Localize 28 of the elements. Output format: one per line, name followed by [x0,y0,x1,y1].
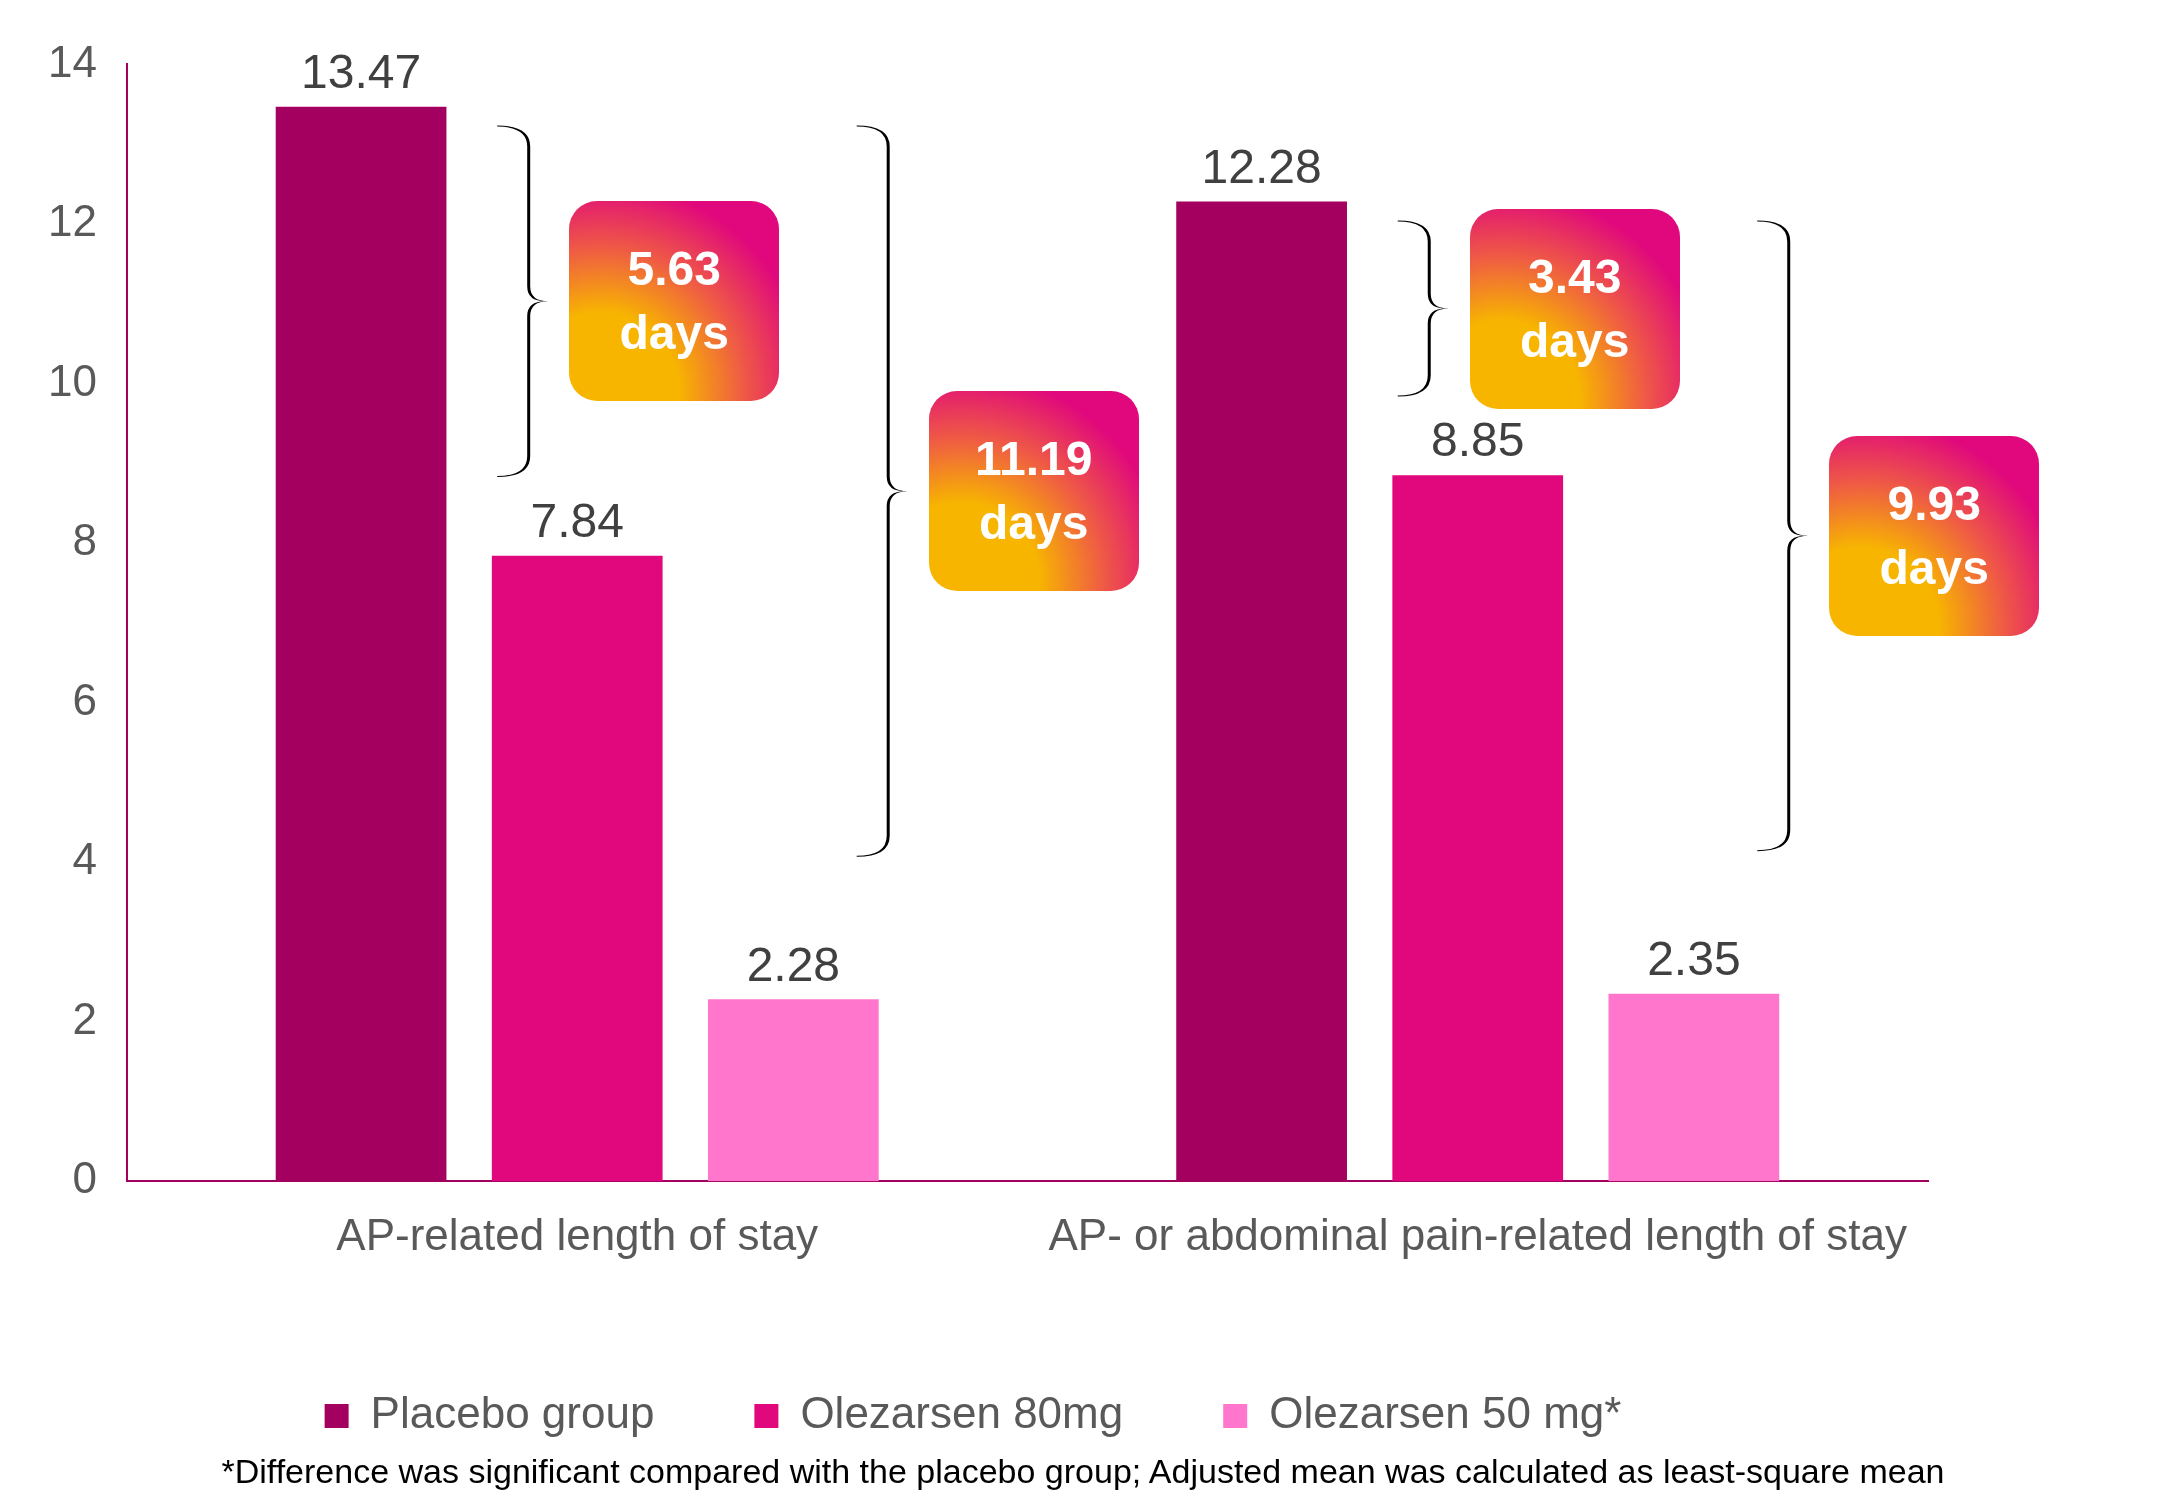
legend-label: Olezarsen 50 mg* [1269,1388,1622,1438]
x-tick-label: AP- or abdominal pain-related length of stay [1048,1209,1907,1259]
annotation: 11.19 days [928,391,1139,592]
annotation: 9.93 days [1829,435,2040,636]
legend-label: Placebo group [370,1388,655,1438]
data-label: 2.28 [746,937,841,991]
annotation: 5.63 days [569,201,780,402]
data-label: 2.35 [1647,931,1741,985]
y-tick-label: 2 [72,993,97,1043]
y-tick-label: 0 [72,1153,97,1203]
bar [491,555,663,1182]
bar [707,999,879,1182]
y-tick-label: 8 [72,515,97,565]
bar [1392,475,1564,1182]
y-tick-label: 14 [47,36,97,86]
annotation: 3.43 days [1469,208,1680,409]
y-tick-label: 10 [47,355,97,405]
text: *Difference was significant compared with the placebo group; Adjusted mean was calculated as least-square mean [220,1452,1946,1491]
y-tick-label: 4 [72,834,97,884]
bar [1608,993,1780,1182]
data-label: 13.47 [301,44,422,98]
data-label: 12.28 [1201,139,1322,193]
legend-label: Olezarsen 80mg [800,1388,1124,1438]
x-tick-label: AP-related length of stay [336,1209,819,1259]
y-tick-label: 12 [47,196,97,246]
y-tick-label: 6 [72,674,97,724]
data-label: 7.84 [530,494,624,548]
data-label: 8.85 [1431,413,1525,467]
